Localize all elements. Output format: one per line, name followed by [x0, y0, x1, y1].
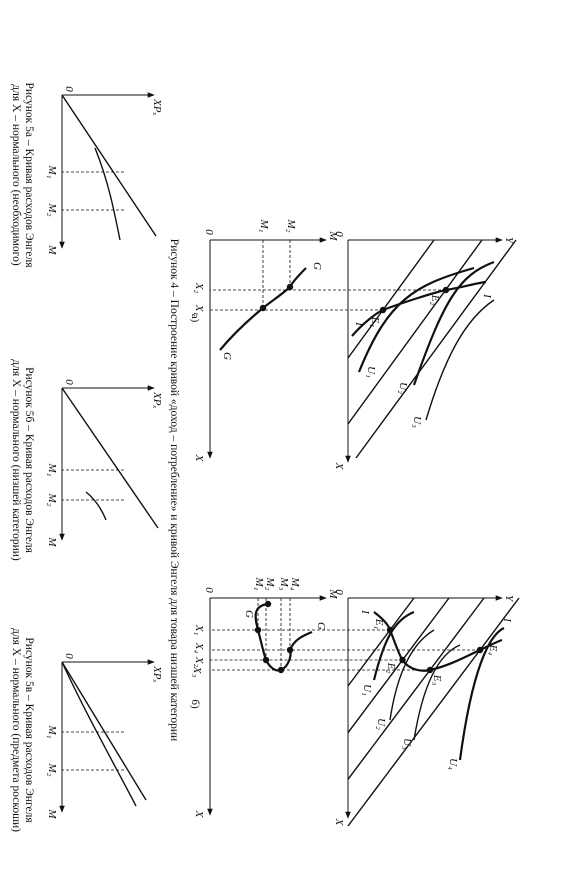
label: E₃: [431, 674, 443, 686]
engel-curve: [219, 267, 307, 351]
label: M: [46, 244, 58, 255]
budget-line: [355, 239, 517, 459]
label: E₂: [385, 662, 397, 674]
panel-label: б): [189, 699, 201, 709]
label: U₃: [411, 416, 423, 428]
label: X: [333, 462, 345, 471]
engel-curve: [85, 491, 107, 521]
figure5-caption: для X – нормального (низшей категории): [10, 359, 22, 561]
label: X₂: [193, 282, 205, 294]
label: 0: [63, 379, 75, 385]
label: M: [327, 588, 339, 599]
label: X₁: [193, 304, 205, 316]
budget-line: [347, 597, 485, 780]
label: X₂: [193, 656, 205, 668]
label: U₁: [365, 366, 377, 378]
label: U₃: [401, 738, 413, 750]
figure5-caption: Рисунок 5а – Кривая расходов Энгеля: [23, 83, 35, 269]
budget-line: [347, 597, 520, 827]
figure5-caption: для X – нормального (необходимого): [10, 84, 22, 266]
income-consumption-curve: [351, 280, 487, 337]
expense-line: [61, 387, 159, 529]
label: U₄: [447, 758, 459, 770]
label: XPₓ: [151, 98, 163, 116]
label: X: [193, 454, 205, 463]
label: X₃: [191, 666, 203, 678]
budget-line: [347, 239, 435, 359]
label: X₁: [193, 624, 205, 636]
label: E₁: [369, 316, 381, 328]
label: M₂: [46, 203, 58, 217]
label: M₂: [46, 493, 58, 507]
figure5-caption: для X – нормального (предмета роскоши): [10, 628, 22, 832]
indifference-curve: [412, 260, 495, 386]
label: X₄: [193, 642, 205, 654]
budget-line: [347, 597, 450, 734]
label: XPₓ: [151, 665, 163, 683]
engel-curve: [94, 147, 121, 241]
label: 0: [63, 86, 75, 92]
label: M₁: [46, 463, 58, 477]
label: M₂: [46, 763, 58, 777]
budget-line: [347, 239, 483, 425]
expense-line: [61, 94, 157, 237]
label: G: [221, 352, 233, 360]
indifference-curve: [458, 627, 505, 761]
indifference-curve: [389, 629, 435, 721]
figure4-caption: Рисунок 4 – Построение кривой «доход – п…: [168, 239, 180, 741]
label: U₂: [375, 718, 387, 730]
label: I: [481, 293, 493, 299]
label: M₄: [289, 577, 301, 591]
label: G: [311, 262, 323, 270]
figure5-caption: Рисунок 5б – Кривая расходов Энгеля: [23, 367, 35, 553]
label: M: [327, 230, 339, 241]
indifference-curve: [357, 266, 475, 373]
label: M₁: [258, 219, 270, 233]
label: U₂: [397, 382, 409, 394]
label: M: [46, 808, 58, 819]
label: M₂: [285, 219, 297, 233]
label: M₁: [46, 725, 58, 739]
indifference-curve: [425, 299, 495, 421]
label: Y: [503, 237, 515, 245]
label: M₁: [253, 577, 265, 591]
indifference-curve: [372, 610, 415, 681]
label: M: [46, 536, 58, 547]
label: E₁: [373, 618, 385, 630]
budget-line: [347, 597, 415, 687]
label: 0: [333, 231, 345, 237]
indifference-curve: [413, 644, 461, 741]
panel-label: а): [189, 314, 201, 323]
label: X: [333, 818, 345, 827]
label: I: [353, 321, 365, 327]
label: G: [243, 610, 255, 618]
label: M₁: [46, 165, 58, 179]
label: U₁: [361, 684, 373, 696]
label: E₂: [429, 294, 441, 306]
label: 0: [63, 653, 75, 659]
label: I: [501, 617, 513, 623]
label: X: [193, 810, 205, 819]
label: 0: [203, 587, 215, 593]
point: [264, 600, 272, 608]
label: XPₓ: [151, 391, 163, 409]
label: I: [359, 609, 371, 615]
label: 0: [333, 589, 345, 595]
figure5-caption: Рисунок 5в – Кривая расходов Энгеля: [23, 637, 35, 823]
label: E₄: [487, 644, 499, 656]
expense-line: [61, 661, 147, 801]
label: M₃: [278, 577, 290, 591]
engel-curve: [61, 661, 137, 807]
label: G: [315, 622, 327, 630]
label: Y: [503, 595, 515, 603]
label: 0: [203, 229, 215, 235]
label: M₂: [264, 577, 276, 591]
